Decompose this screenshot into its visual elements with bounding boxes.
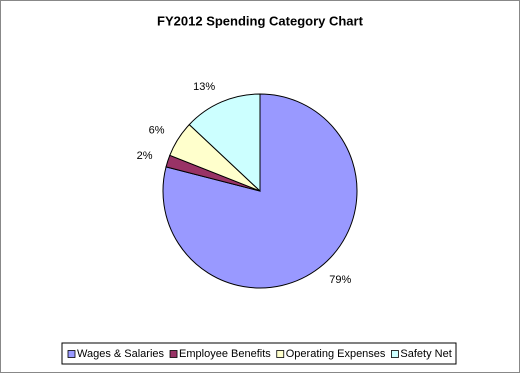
legend-label: Wages & Salaries [77, 348, 165, 360]
legend-swatch [67, 350, 76, 358]
legend-label: Employee Benefits [179, 348, 271, 360]
data-label: 13% [193, 81, 215, 93]
data-label: 79% [329, 274, 351, 286]
chart-title: FY2012 Spending Category Chart [157, 13, 364, 28]
legend-box [61, 342, 457, 365]
pie-slice [162, 93, 358, 289]
pie-slice [188, 93, 261, 193]
legend-label: Operating Expenses [286, 348, 386, 360]
legend-swatch [169, 350, 178, 358]
legend-swatch [391, 350, 399, 358]
data-label: 6% [149, 124, 165, 136]
data-label: 2% [137, 150, 153, 162]
legend-label: Safety Net [400, 348, 451, 360]
legend-swatch [276, 350, 285, 358]
